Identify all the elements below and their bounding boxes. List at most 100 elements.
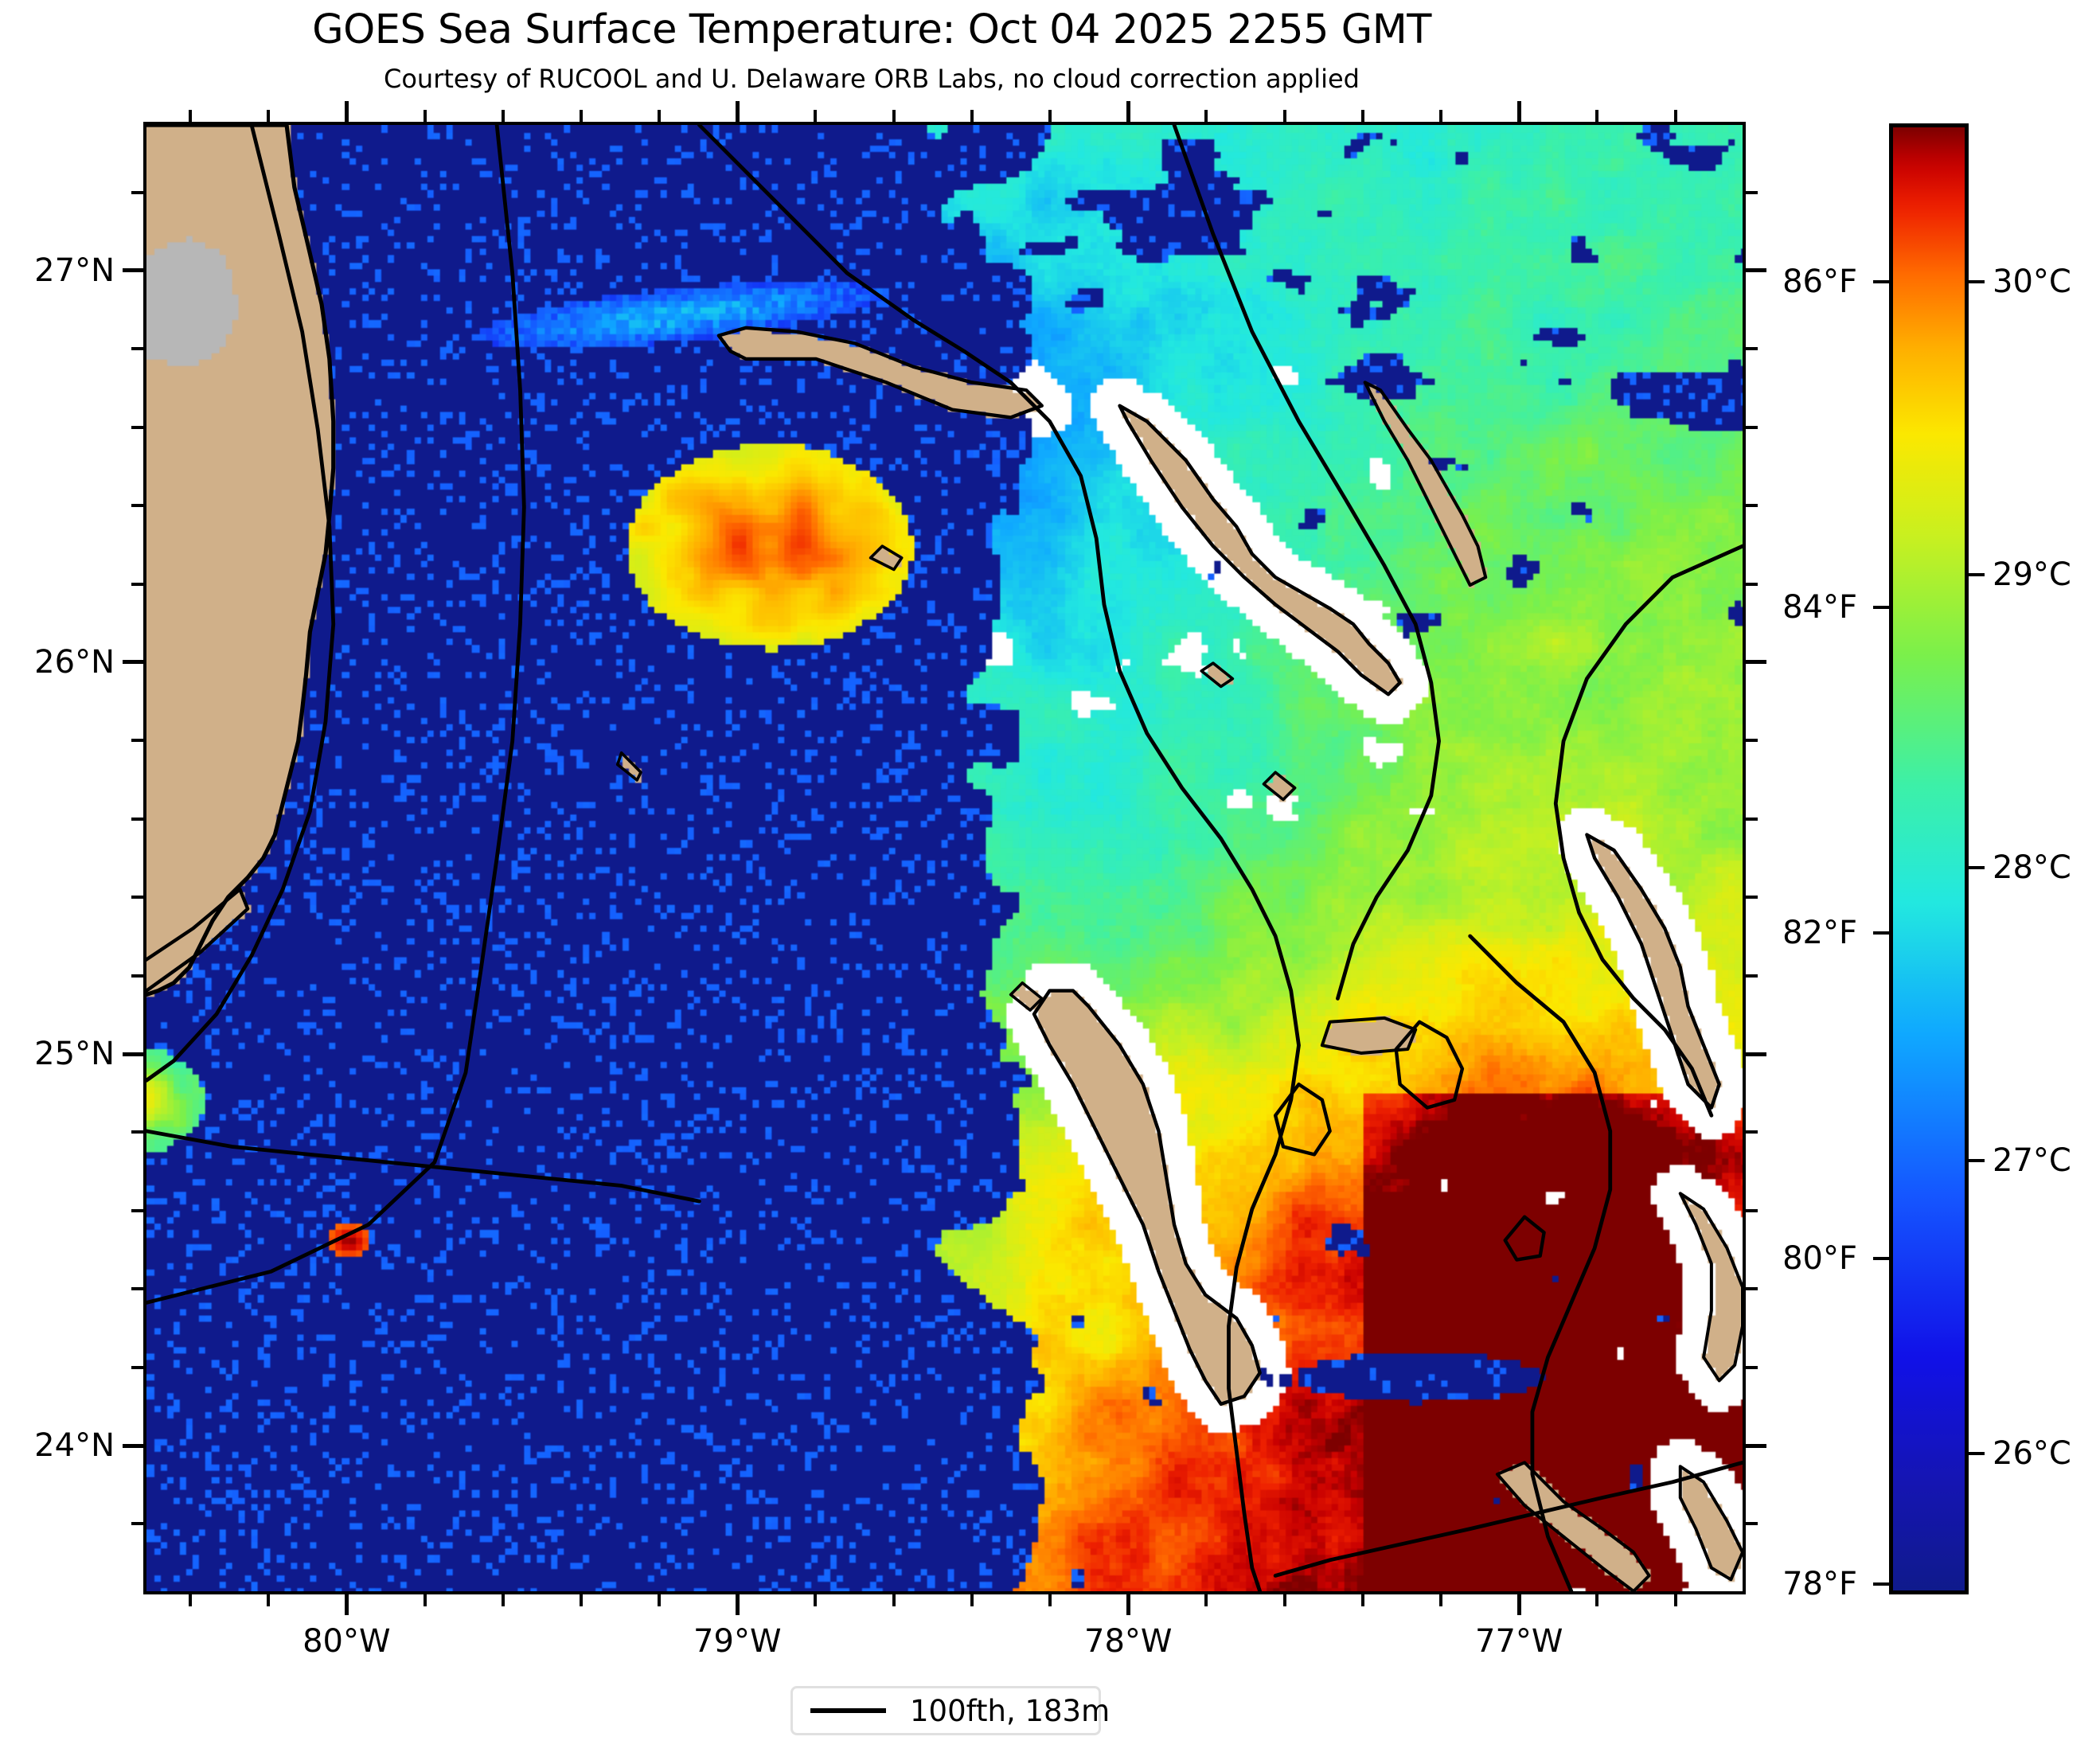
y-minor-tick-right	[1746, 739, 1758, 743]
x-minor-tick	[892, 1594, 896, 1606]
colorbar-celsius-tick	[1969, 572, 1985, 576]
x-minor-tick-top	[579, 110, 583, 122]
x-minor-tick	[970, 1594, 974, 1606]
colorbar-celsius-label: 27°C	[1993, 1142, 2071, 1180]
y-minor-tick-right	[1746, 1287, 1758, 1291]
colorbar-celsius-tick	[1969, 1159, 1985, 1163]
isobath-100fth-closed-0	[1394, 1020, 1465, 1110]
x-axis-tick-label: 77°W	[1474, 1623, 1563, 1660]
legend-box[interactable]: 100fth, 183m	[790, 1686, 1110, 1735]
y-major-tick	[123, 1052, 143, 1056]
colorbar-fahrenheit-label: 84°F	[1782, 588, 1857, 626]
isobath-100fth-3	[697, 125, 1301, 1591]
x-minor-tick	[188, 1594, 192, 1606]
x-minor-tick	[1282, 1594, 1286, 1606]
x-minor-tick-top	[1282, 110, 1286, 122]
coastline-small-island-0	[1200, 661, 1235, 689]
y-minor-tick-right	[1746, 896, 1758, 900]
x-minor-tick	[1439, 1594, 1443, 1606]
x-major-tick-top	[1126, 101, 1130, 122]
colorbar-fahrenheit-label: 82°F	[1782, 914, 1857, 951]
isobath-100fth-4	[1172, 125, 1441, 1001]
x-minor-tick-top	[1204, 110, 1208, 122]
colorbar-celsius-tick	[1969, 866, 1985, 870]
x-minor-tick-top	[1673, 110, 1677, 122]
isobath-100fth-1	[146, 125, 336, 1083]
x-minor-tick-top	[423, 110, 427, 122]
isobath-100fth-6	[1553, 544, 1743, 1118]
colorbar-fahrenheit-label: 86°F	[1782, 263, 1857, 300]
y-major-tick-right	[1746, 268, 1766, 273]
x-minor-tick	[1673, 1594, 1677, 1606]
y-minor-tick	[131, 190, 143, 194]
colorbar-celsius-label: 28°C	[1993, 849, 2071, 887]
colorbar-celsius-tick	[1969, 279, 1985, 283]
page-subtitle: Courtesy of RUCOOL and U. Delaware ORB L…	[384, 64, 1360, 94]
y-axis-tick-label: 27°N	[34, 252, 115, 289]
y-minor-tick-right	[1746, 974, 1758, 978]
colorbar-fahrenheit-tick	[1873, 279, 1889, 283]
y-major-tick-right	[1746, 660, 1766, 665]
x-minor-tick-top	[1048, 110, 1052, 122]
x-axis-tick-label: 80°W	[303, 1623, 391, 1660]
y-minor-tick	[131, 1522, 143, 1526]
colorbar-fahrenheit-tick	[1873, 1256, 1889, 1260]
coastline-florida	[146, 125, 336, 997]
coastline-small-island-3	[1009, 981, 1044, 1012]
coastline-andros	[1032, 989, 1262, 1407]
colorbar-celsius-label: 29°C	[1993, 556, 2071, 593]
isobath-100fth-8	[1273, 1460, 1743, 1578]
y-major-tick-right	[1746, 1052, 1766, 1056]
isobath-100fth-2	[146, 125, 526, 1305]
y-axis-tick-label: 25°N	[34, 1036, 115, 1072]
x-minor-tick-top	[1439, 110, 1443, 122]
colorbar-fahrenheit-tick	[1873, 605, 1889, 609]
y-minor-tick-right	[1746, 1208, 1758, 1212]
y-minor-tick	[131, 582, 143, 586]
y-minor-tick	[131, 1287, 143, 1291]
y-axis-tick-label: 24°N	[34, 1427, 115, 1465]
x-minor-tick	[1048, 1594, 1052, 1606]
y-minor-tick-right	[1746, 425, 1758, 429]
sst-map-axes[interactable]	[143, 122, 1746, 1594]
colorbar[interactable]	[1889, 123, 1969, 1594]
x-axis-tick-label: 79°W	[693, 1623, 782, 1660]
page-title: GOES Sea Surface Temperature: Oct 04 202…	[312, 6, 1431, 53]
y-minor-tick-right	[1746, 347, 1758, 351]
x-axis-tick-label: 78°W	[1084, 1623, 1173, 1660]
x-minor-tick	[501, 1594, 505, 1606]
y-minor-tick-right	[1746, 190, 1758, 194]
coastline-small-island-2	[1262, 771, 1297, 802]
x-minor-tick	[814, 1594, 818, 1606]
y-major-tick-right	[1746, 1443, 1766, 1448]
coastline-cat-island	[1678, 1192, 1743, 1383]
x-minor-tick-top	[814, 110, 818, 122]
x-major-tick-top	[344, 101, 349, 122]
x-minor-tick-top	[970, 110, 974, 122]
isobath-100fth-7	[146, 1129, 701, 1204]
coastline-small-island-1	[868, 544, 904, 572]
y-minor-tick	[131, 425, 143, 429]
coastline-and-bathymetry-overlay	[146, 125, 1743, 1591]
y-minor-tick	[131, 1130, 143, 1134]
x-minor-tick	[1204, 1594, 1208, 1606]
y-minor-tick-right	[1746, 1522, 1758, 1526]
y-major-tick	[123, 268, 143, 273]
coastline-florida-keys	[146, 887, 250, 993]
colorbar-celsius-label: 30°C	[1993, 263, 2071, 300]
x-minor-tick-top	[1360, 110, 1364, 122]
coastline-long-island	[1678, 1465, 1743, 1582]
y-minor-tick-right	[1746, 1365, 1758, 1369]
colorbar-fahrenheit-label: 78°F	[1782, 1565, 1857, 1602]
y-minor-tick	[131, 739, 143, 743]
x-minor-tick	[423, 1594, 427, 1606]
x-major-tick	[735, 1594, 740, 1615]
isobath-100fth-closed-1	[1273, 1082, 1332, 1157]
y-minor-tick	[131, 504, 143, 508]
colorbar-fahrenheit-tick	[1873, 931, 1889, 935]
x-minor-tick-top	[188, 110, 192, 122]
y-major-tick	[123, 660, 143, 665]
y-major-tick	[123, 1443, 143, 1448]
y-minor-tick	[131, 974, 143, 978]
